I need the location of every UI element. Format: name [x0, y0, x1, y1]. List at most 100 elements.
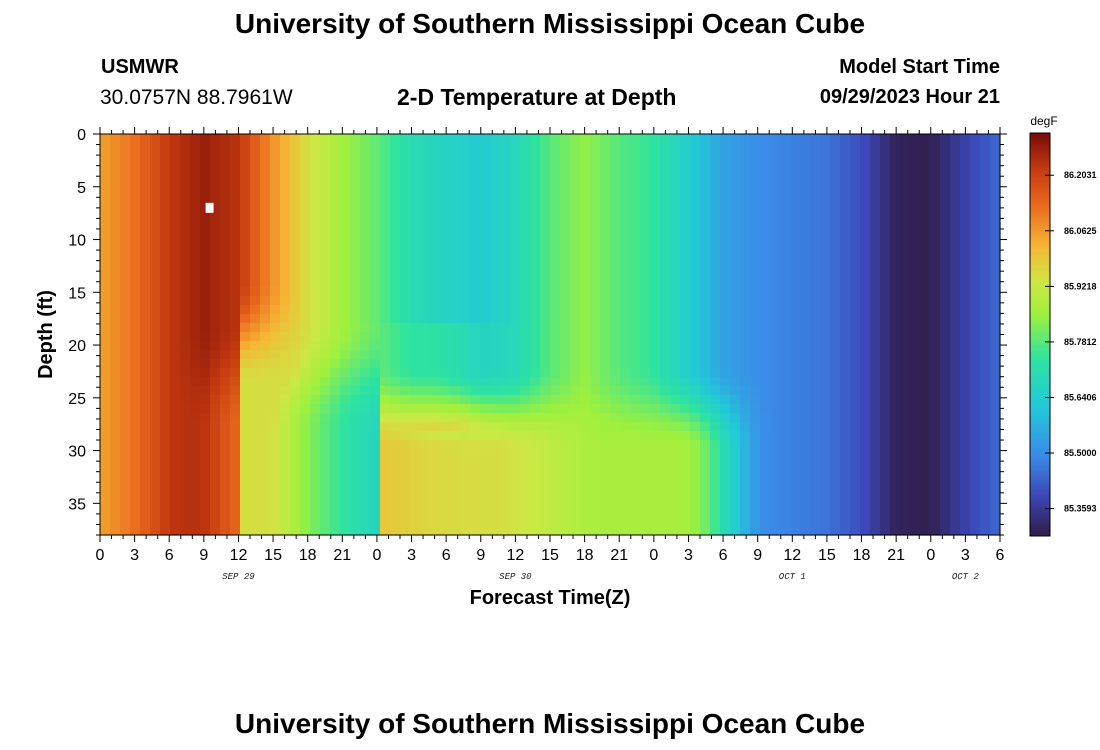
heatmap-cell — [650, 458, 661, 468]
heatmap-cell — [570, 512, 581, 522]
heatmap-cell — [860, 206, 871, 216]
heatmap-cell — [920, 323, 931, 333]
heatmap-cell — [700, 323, 711, 333]
heatmap-cell — [500, 440, 511, 450]
heatmap-cell — [520, 404, 531, 414]
heatmap-cell — [780, 188, 791, 198]
heatmap-cell — [440, 422, 451, 432]
heatmap-cell — [690, 269, 701, 279]
heatmap-cell — [970, 224, 981, 234]
heatmap-cell — [710, 224, 721, 234]
x-tick-label: 21 — [610, 547, 628, 564]
heatmap-cell — [800, 197, 811, 207]
heatmap-cell — [170, 170, 181, 180]
heatmap-cell — [280, 404, 291, 414]
heatmap-cell — [840, 332, 851, 342]
heatmap-cell — [600, 431, 611, 441]
heatmap-cell — [710, 458, 721, 468]
heatmap-cell — [190, 215, 201, 225]
heatmap-cell — [760, 305, 771, 315]
heatmap-cell — [480, 269, 491, 279]
heatmap-cell — [950, 386, 961, 396]
heatmap-cell — [740, 179, 751, 189]
heatmap-cell — [150, 197, 161, 207]
heatmap-cell — [510, 188, 521, 198]
heatmap-cell — [820, 134, 831, 144]
heatmap-cell — [100, 206, 111, 216]
heatmap-cell — [810, 503, 821, 513]
heatmap-cell — [220, 440, 231, 450]
heatmap-cell — [920, 251, 931, 261]
heatmap-cell — [910, 476, 921, 486]
heatmap-cell — [440, 467, 451, 477]
heatmap-cell — [420, 233, 431, 243]
heatmap-cell — [430, 260, 441, 270]
heatmap-cell — [960, 503, 971, 513]
heatmap-cell — [470, 422, 481, 432]
heatmap-cell — [960, 197, 971, 207]
x-tick-label: 15 — [818, 547, 836, 564]
heatmap-cell — [860, 152, 871, 162]
heatmap-cell — [680, 440, 691, 450]
heatmap-cell — [750, 215, 761, 225]
heatmap-cell — [370, 485, 381, 495]
heatmap-cell — [500, 332, 511, 342]
heatmap-cell — [430, 476, 441, 486]
heatmap-cell — [260, 287, 271, 297]
heatmap-cell — [680, 161, 691, 171]
heatmap-cell — [520, 377, 531, 387]
heatmap-cell — [190, 305, 201, 315]
heatmap-cell — [550, 368, 561, 378]
heatmap-cell — [650, 413, 661, 423]
heatmap-cell — [460, 422, 471, 432]
heatmap-cell — [910, 341, 921, 351]
heatmap-cell — [220, 512, 231, 522]
heatmap-cell — [360, 404, 371, 414]
heatmap-cell — [380, 323, 391, 333]
heatmap-cell — [720, 197, 731, 207]
heatmap-cell — [230, 494, 241, 504]
heatmap-cell — [810, 449, 821, 459]
heatmap-cell — [900, 179, 911, 189]
heatmap-cell — [650, 494, 661, 504]
heatmap-cell — [640, 323, 651, 333]
heatmap-cell — [760, 341, 771, 351]
heatmap-cell — [870, 377, 881, 387]
heatmap-cell — [350, 395, 361, 405]
heatmap-cell — [560, 260, 571, 270]
heatmap-cell — [290, 332, 301, 342]
heatmap-cell — [390, 476, 401, 486]
heatmap-cell — [400, 314, 411, 324]
heatmap-cell — [710, 161, 721, 171]
x-tick-label: 0 — [96, 547, 105, 564]
heatmap-cell — [280, 512, 291, 522]
heatmap-cell — [780, 134, 791, 144]
heatmap-cell — [710, 242, 721, 252]
heatmap-cell — [950, 323, 961, 333]
heatmap-cell — [860, 368, 871, 378]
heatmap-cell — [820, 413, 831, 423]
heatmap-cell — [750, 332, 761, 342]
heatmap-cell — [290, 242, 301, 252]
heatmap-cell — [610, 395, 621, 405]
heatmap-cell — [250, 341, 261, 351]
heatmap-cell — [610, 260, 621, 270]
heatmap-cell — [940, 188, 951, 198]
heatmap-cell — [320, 305, 331, 315]
heatmap-cell — [290, 152, 301, 162]
heatmap-cell — [390, 143, 401, 153]
heatmap-cell — [770, 494, 781, 504]
heatmap-cell — [280, 503, 291, 513]
heatmap-cell — [670, 278, 681, 288]
heatmap-cell — [490, 197, 501, 207]
heatmap-cell — [270, 179, 281, 189]
heatmap-cell — [850, 521, 861, 531]
heatmap-cell — [660, 269, 671, 279]
heatmap-cell — [890, 161, 901, 171]
heatmap-cell — [660, 467, 671, 477]
heatmap-cell — [400, 215, 411, 225]
heatmap-cell — [110, 350, 121, 360]
heatmap-cell — [530, 179, 541, 189]
heatmap-cell — [440, 278, 451, 288]
x-date-label: SEP 30 — [499, 572, 532, 582]
